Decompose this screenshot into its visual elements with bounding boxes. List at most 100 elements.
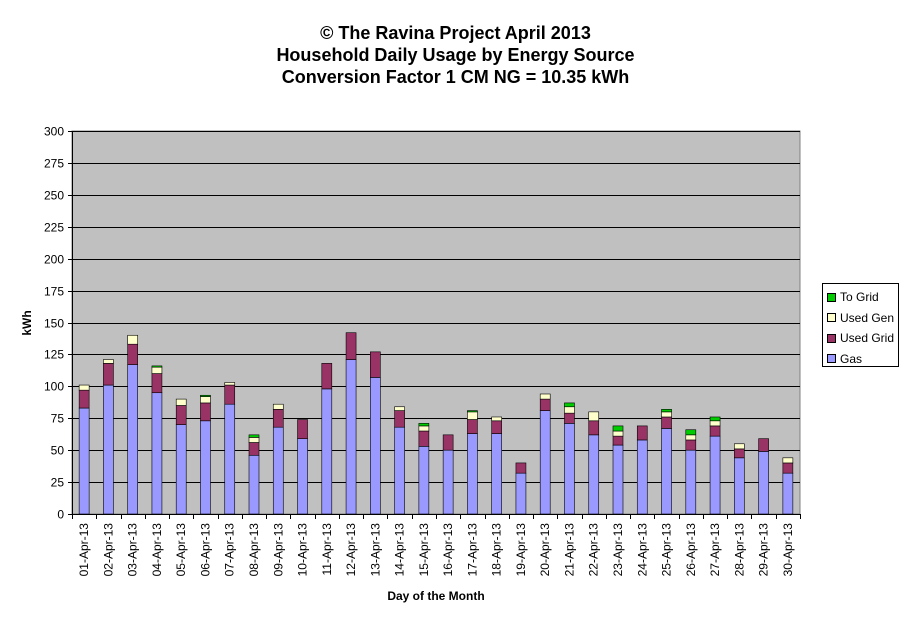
legend-swatch [827,354,836,364]
legend-label: Gas [840,351,863,366]
bar-used-grid [345,332,357,360]
bar-used-grid [418,430,430,447]
bar-used-grid [200,402,211,422]
bar-used-grid [685,439,697,451]
bar-gas [394,426,405,515]
bar-used-gen [394,406,405,411]
y-tick-label: 175 [44,285,64,299]
bar-gas [734,457,745,515]
bar-used-grid [224,384,236,405]
bar-used-grid [588,420,600,436]
bar-used-grid [370,351,381,378]
x-tick-label: 04-Apr-13 [150,523,164,577]
x-tick-label: 12-Apr-13 [344,523,358,577]
bar-used-grid [248,442,260,456]
bar-gas [515,472,527,515]
bar-used-grid [636,425,648,441]
bar-to-grid [709,416,721,422]
bar-used-gen [539,393,551,400]
legend-swatch [827,292,836,302]
x-tick-label: 02-Apr-13 [101,523,115,577]
x-tick-label: 29-Apr-13 [757,523,771,577]
bar-used-grid [321,363,333,390]
x-tick-label: 22-Apr-13 [587,523,601,577]
bar-used-grid [564,412,575,424]
y-tick-label: 25 [51,476,65,490]
bar-used-gen [418,425,430,432]
y-tick-label: 125 [44,348,64,362]
bar-gas [758,451,769,515]
bar-used-grid [127,343,138,365]
bar-gas [151,392,163,515]
bar-used-grid [394,410,405,428]
bar-used-gen [588,411,600,422]
bar-gas [272,426,284,515]
bar-used-grid [103,363,114,386]
legend-item-used-gen: Used Gen [827,308,898,329]
legend-label: Used Grid [840,331,895,346]
bar-used-grid [467,419,478,434]
x-tick-label: 10-Apr-13 [296,523,310,577]
bar-gas [103,384,114,515]
y-tick-label: 75 [51,412,65,426]
bar-used-grid [491,420,502,434]
y-tick-label: 300 [44,125,64,139]
x-tick-label: 09-Apr-13 [271,523,285,577]
legend-item-gas: Gas [827,349,898,370]
legend: To Grid Used Gen Used Grid Gas [822,283,899,367]
x-tick-label: 23-Apr-13 [611,523,625,577]
bar-used-grid [78,389,90,409]
x-tick-label: 19-Apr-13 [514,523,528,577]
x-axis-label: Day of the Month [387,589,484,603]
bar-to-grid [612,425,624,432]
bar-to-grid [685,429,697,436]
bar-gas [709,435,721,515]
legend-item-used-grid: Used Grid [827,328,898,349]
bar-used-grid [297,419,308,439]
bar-to-grid [661,409,672,413]
x-tick-label: 24-Apr-13 [635,523,649,577]
x-tick-label: 18-Apr-13 [490,523,504,577]
bar-gas [661,428,672,515]
y-tick-label: 225 [44,221,64,235]
bar-used-gen [685,434,697,441]
x-tick-label: 07-Apr-13 [223,523,237,577]
bar-to-grid [248,434,260,438]
legend-label: Used Gen [840,310,895,325]
bar-used-gen [491,416,502,422]
bar-gas [78,407,90,515]
bar-gas [370,377,381,515]
chart-title-line-2: Household Daily Usage by Energy Source [276,45,635,65]
axes: 0 25 50 75 100 125 150 175 200 225 250 275 300 01-Apr… [44,125,801,577]
x-tick-label: 05-Apr-13 [174,523,188,577]
bar-used-gen [272,403,284,410]
bar-gas [200,420,211,515]
bar-to-grid [151,365,163,368]
bar-used-gen [103,359,114,364]
bar-used-gen [200,396,211,404]
bar-used-gen [151,366,163,374]
bar-gas [297,438,308,515]
legend-item-to-grid: To Grid [827,287,898,308]
bar-gas [539,410,551,515]
bar-gas [491,433,502,515]
x-tick-label: 27-Apr-13 [708,523,722,577]
bar-used-grid [734,448,745,459]
chart-title-line-1: © The Ravina Project April 2013 [320,23,591,43]
y-tick-label: 0 [57,508,64,522]
bar-gas [612,444,624,515]
x-tick-label: 03-Apr-13 [126,523,140,577]
bar-gas [636,439,648,515]
bar-used-grid [175,405,187,425]
bar-used-gen [467,411,478,420]
x-tick-label: 11-Apr-13 [320,523,334,576]
legend-swatch [827,313,836,323]
bar-used-gen [127,334,138,345]
x-tick-label: 25-Apr-13 [660,523,674,577]
x-tick-label: 14-Apr-13 [393,523,407,577]
bar-used-grid [709,425,721,437]
bar-used-grid [442,434,454,451]
bar-gas [685,449,697,515]
bar-gas [782,472,794,515]
x-tick-label: 01-Apr-13 [77,523,91,577]
